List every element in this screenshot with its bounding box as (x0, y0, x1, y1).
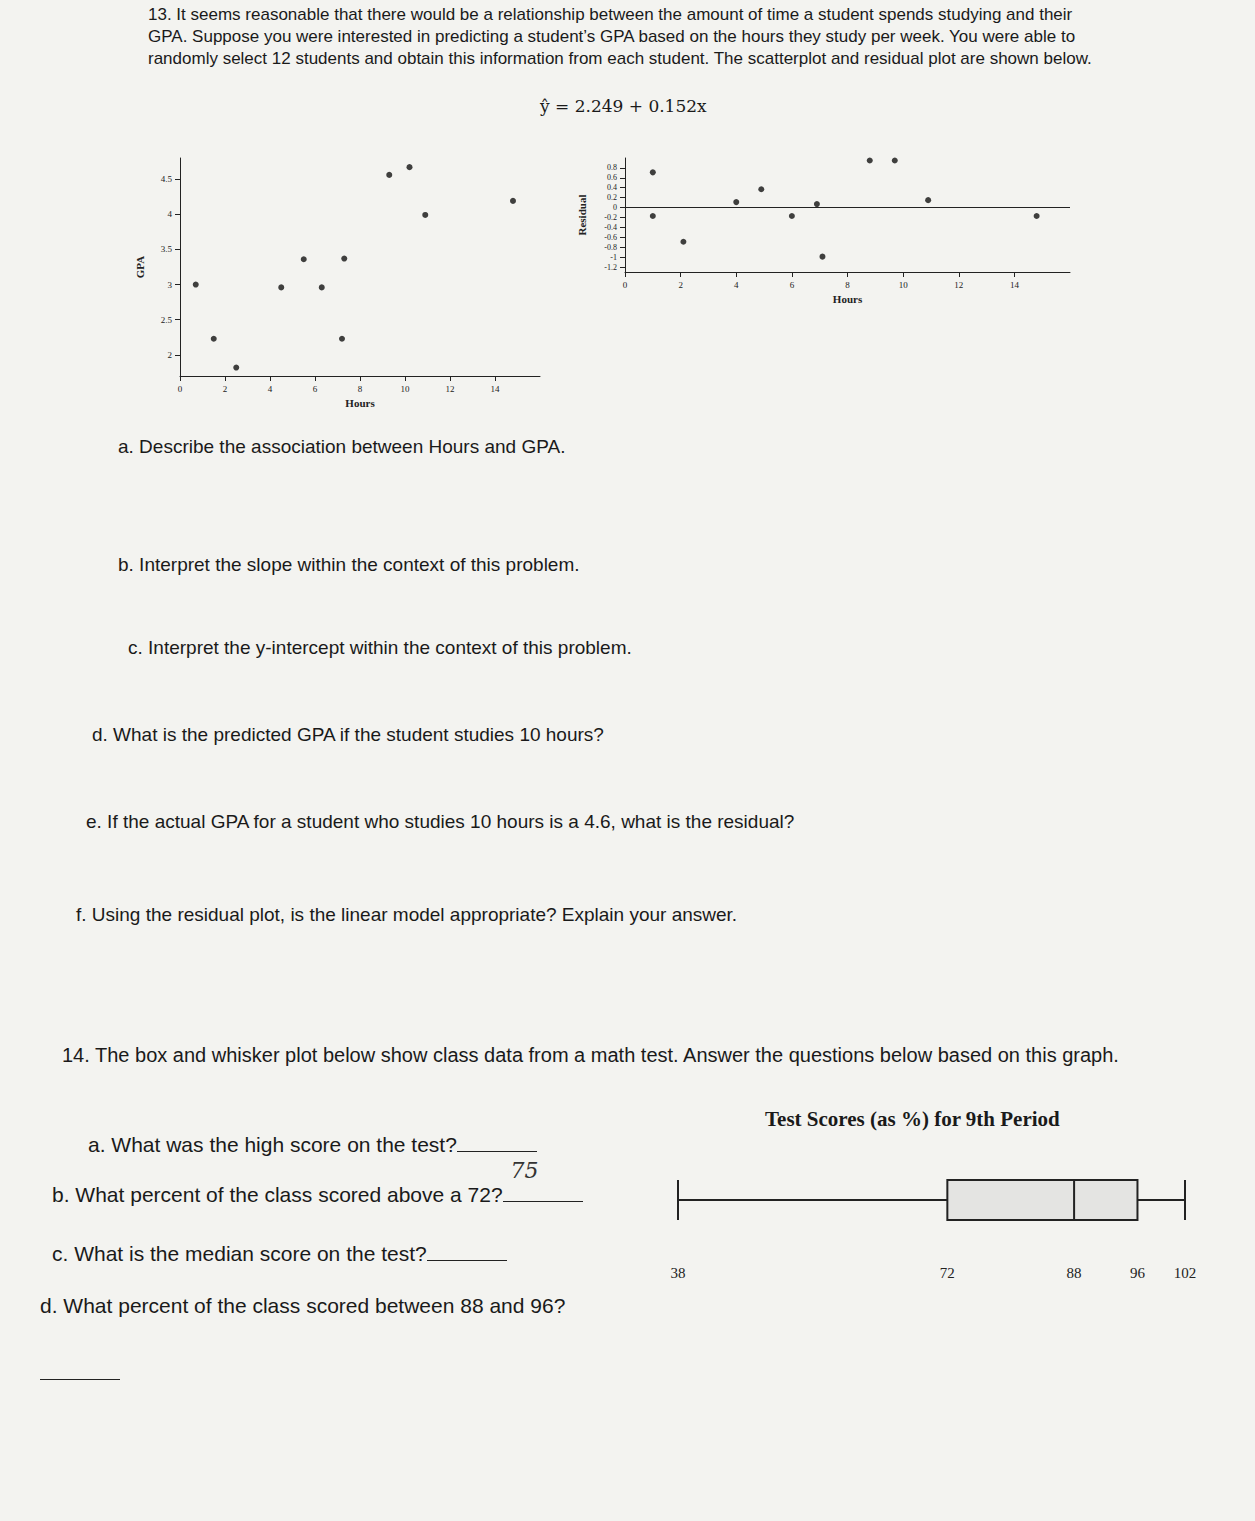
html-text:b. What percent of the class s: b. What percent of the class scored abov… (52, 1183, 503, 1206)
svg-text:102: 102 (1174, 1265, 1197, 1281)
html-text:b. Interpret the slope within: b. Interpret the slope within the contex… (118, 554, 580, 575)
svg-text:38: 38 (671, 1265, 686, 1281)
html-text:14. The box and whisker plot b: 14. The box and whisker plot below show … (62, 1044, 1119, 1066)
svg-text:Hours: Hours (345, 397, 375, 409)
svg-text:-0.2: -0.2 (604, 213, 617, 222)
svg-text:Residual: Residual (576, 195, 588, 236)
svg-text:14: 14 (1010, 280, 1020, 290)
svg-text:0: 0 (623, 280, 628, 290)
html-text:f. Using the residual plot, is: f. Using the residual plot, is the linea… (76, 904, 738, 925)
svg-text:12: 12 (954, 280, 963, 290)
svg-text:10: 10 (401, 384, 411, 394)
svg-text:12: 12 (446, 384, 455, 394)
svg-text:0.4: 0.4 (607, 183, 617, 192)
html-text:d. What is the predicted GPA i: d. What is the predicted GPA if the stud… (92, 724, 604, 745)
svg-text:72: 72 (940, 1265, 955, 1281)
html-text:a. What was the high score on: a. What was the high score on the test? (88, 1133, 457, 1156)
svg-text:Hours: Hours (833, 293, 863, 305)
svg-text:-0.6: -0.6 (604, 233, 617, 242)
svg-text:4: 4 (168, 209, 173, 219)
svg-text:2: 2 (168, 350, 173, 360)
svg-text:0.2: 0.2 (607, 193, 617, 202)
svg-text:2: 2 (223, 384, 228, 394)
svg-text:0: 0 (178, 384, 183, 394)
svg-text:8: 8 (845, 280, 850, 290)
svg-text:6: 6 (790, 280, 795, 290)
svg-text:8: 8 (358, 384, 363, 394)
html-text:e. If the actual GPA for a stu: e. If the actual GPA for a student who s… (86, 811, 795, 832)
svg-text:2.5: 2.5 (161, 315, 173, 325)
svg-text:6: 6 (313, 384, 318, 394)
html-text:d. What percent of the class s: d. What percent of the class scored betw… (40, 1294, 566, 1317)
svg-text:3.5: 3.5 (161, 244, 173, 254)
html-text:c. Interpret the y-intercept w: c. Interpret the y-intercept within the … (128, 637, 632, 658)
html-text:c. What is the median score on: c. What is the median score on the test? (52, 1242, 427, 1265)
svg-text:88: 88 (1067, 1265, 1082, 1281)
html-text:ŷ = 2.249 + 0.152x: ŷ = 2.249 + 0.152x (540, 96, 707, 116)
svg-text:0.6: 0.6 (607, 173, 617, 182)
svg-text:0: 0 (613, 203, 617, 212)
svg-text:-0.8: -0.8 (604, 243, 617, 252)
svg-text:0.8: 0.8 (607, 163, 617, 172)
svg-text:-1: -1 (610, 253, 617, 262)
html-text:75: 75 (510, 1158, 539, 1184)
svg-text:-1.2: -1.2 (604, 263, 617, 272)
html-text:13. It seems reasonable that t: 13. It seems reasonable that there would… (148, 5, 1092, 69)
html-text:a. Describe the association be: a. Describe the association between Hour… (118, 436, 566, 457)
svg-text:4: 4 (734, 280, 739, 290)
svg-text:14: 14 (491, 384, 501, 394)
svg-text:96: 96 (1130, 1265, 1146, 1281)
svg-text:3: 3 (168, 280, 173, 290)
svg-text:Test Scores (as %) for 9th Per: Test Scores (as %) for 9th Period (765, 1107, 1060, 1131)
svg-text:2: 2 (678, 280, 683, 290)
svg-text:GPA: GPA (134, 256, 146, 278)
svg-text:4.5: 4.5 (161, 174, 173, 184)
svg-text:-0.4: -0.4 (604, 223, 617, 232)
svg-text:4: 4 (268, 384, 273, 394)
svg-text:10: 10 (899, 280, 909, 290)
